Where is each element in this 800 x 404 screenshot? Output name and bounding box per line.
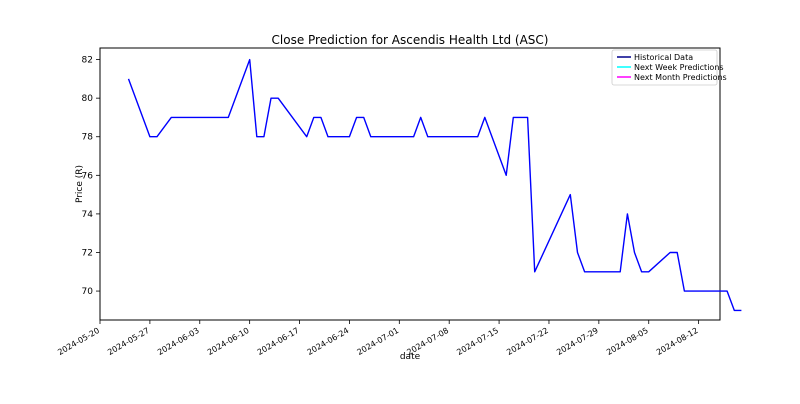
x-tick-label: 2024-08-05 [605,326,650,357]
series-line-historical [127,58,742,312]
x-tick-label: 2024-08-12 [655,326,700,357]
y-axis: 70 72 74 76 78 80 82 [82,56,100,297]
x-tick-label: 2024-07-01 [356,326,401,357]
legend-label-next-week: Next Week Predictions [634,63,724,72]
chart-title: Close Prediction for Ascendis Health Ltd… [272,33,549,47]
x-axis: 2024-05-20 2024-05-27 2024-06-03 2024-06-10… [56,320,700,357]
series-lines [127,58,742,312]
plot-area [99,47,721,321]
legend-label-next-month: Next Month Predictions [634,73,727,82]
y-axis-label: Price (R) [75,165,85,203]
x-axis-label: date [400,352,421,362]
y-tick-label: 78 [82,133,94,143]
legend: Historical Data Next Week Predictions Ne… [611,49,727,86]
legend-frame [611,49,718,86]
x-tick-label: 2024-06-10 [206,326,251,357]
y-tick-label: 70 [82,287,94,297]
y-tick-label: 76 [82,171,94,181]
x-tick-label: 2024-06-17 [256,326,301,357]
x-tick-label: 2024-05-20 [56,326,101,357]
x-tick-label: 2024-07-22 [505,326,550,357]
y-tick-label: 82 [82,56,93,66]
y-tick-label: 72 [82,248,93,258]
x-tick-label: 2024-06-03 [156,326,201,357]
x-tick-label: 2024-07-15 [455,326,500,357]
legend-label-historical: Historical Data [634,53,693,62]
x-tick-label: 2024-05-27 [106,326,151,357]
x-tick-label: 2024-06-24 [306,326,351,357]
y-tick-label: 80 [82,94,94,104]
x-tick-label: 2024-07-29 [555,326,600,357]
y-tick-label: 74 [82,210,94,220]
